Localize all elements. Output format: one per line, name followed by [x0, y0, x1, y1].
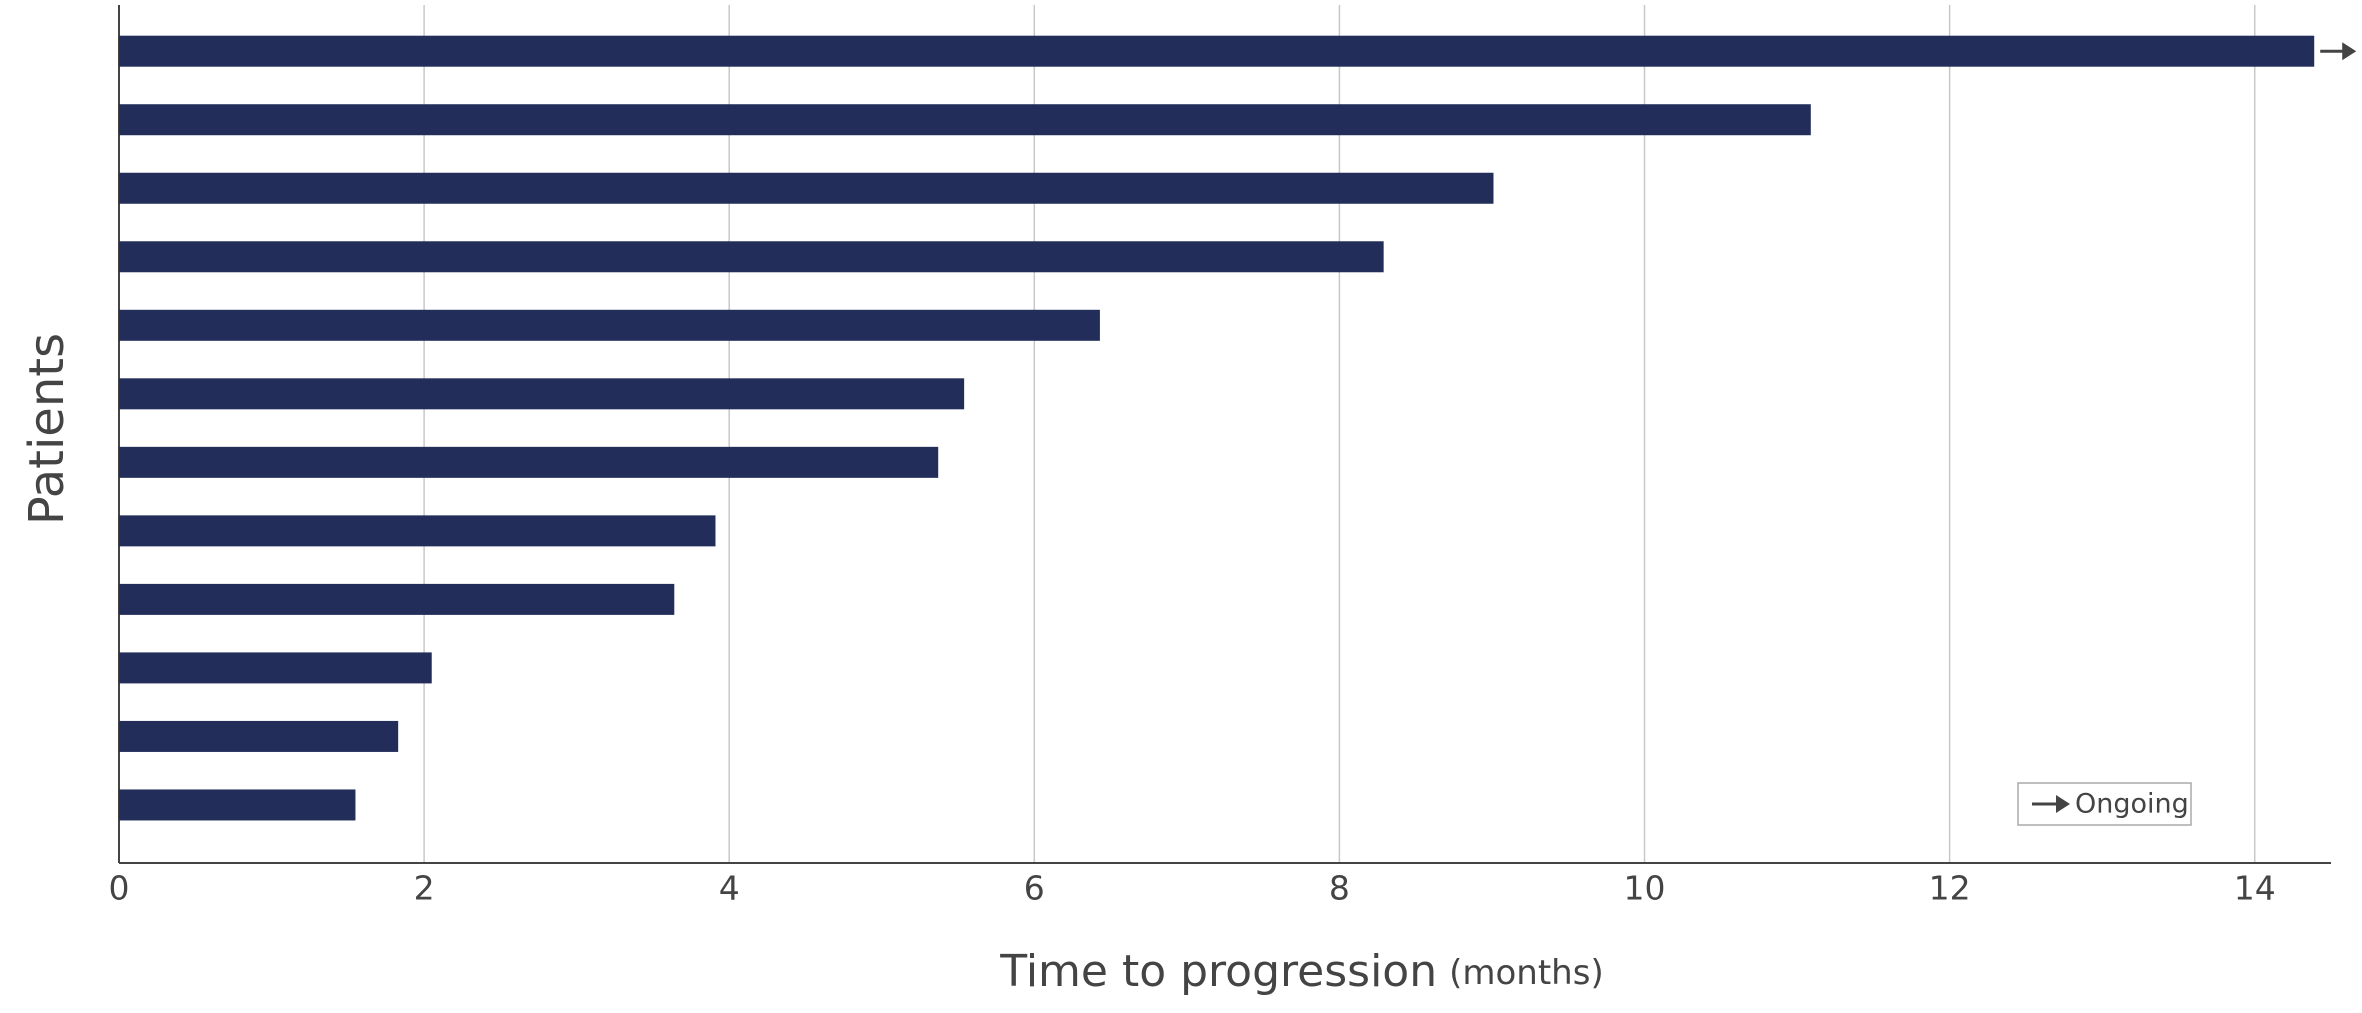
- bar: [119, 378, 965, 410]
- legend-label: Ongoing: [2075, 789, 2189, 820]
- bar: [119, 446, 939, 478]
- x-tick-label: 4: [719, 869, 740, 908]
- ongoing-arrow-head: [2342, 42, 2357, 61]
- y-axis-title: Patients: [19, 333, 75, 525]
- bar: [119, 241, 1384, 273]
- x-tick-label: 8: [1329, 869, 1350, 908]
- bar: [119, 104, 1811, 136]
- x-tick-label: 12: [1929, 869, 1971, 908]
- bar: [119, 515, 716, 547]
- x-tick-label: 2: [414, 869, 435, 908]
- bar: [119, 789, 356, 821]
- bar: [119, 583, 675, 615]
- x-tick-label: 10: [1624, 869, 1666, 908]
- x-axis-title-unit: (months): [1449, 953, 1604, 993]
- x-tick-label: 14: [2234, 869, 2276, 908]
- x-axis-title-main: Time to progression: [999, 946, 1437, 997]
- legend-arrow-head: [2056, 795, 2070, 813]
- bar: [119, 172, 1494, 204]
- legend-box: [2017, 782, 2192, 826]
- x-tick-label: 6: [1024, 869, 1045, 908]
- bar: [119, 35, 2315, 67]
- bar: [119, 652, 432, 684]
- bar: [119, 309, 1100, 341]
- bar: [119, 720, 399, 752]
- x-axis-title: Time to progression (months): [999, 946, 1603, 997]
- x-tick-label: 0: [109, 869, 130, 908]
